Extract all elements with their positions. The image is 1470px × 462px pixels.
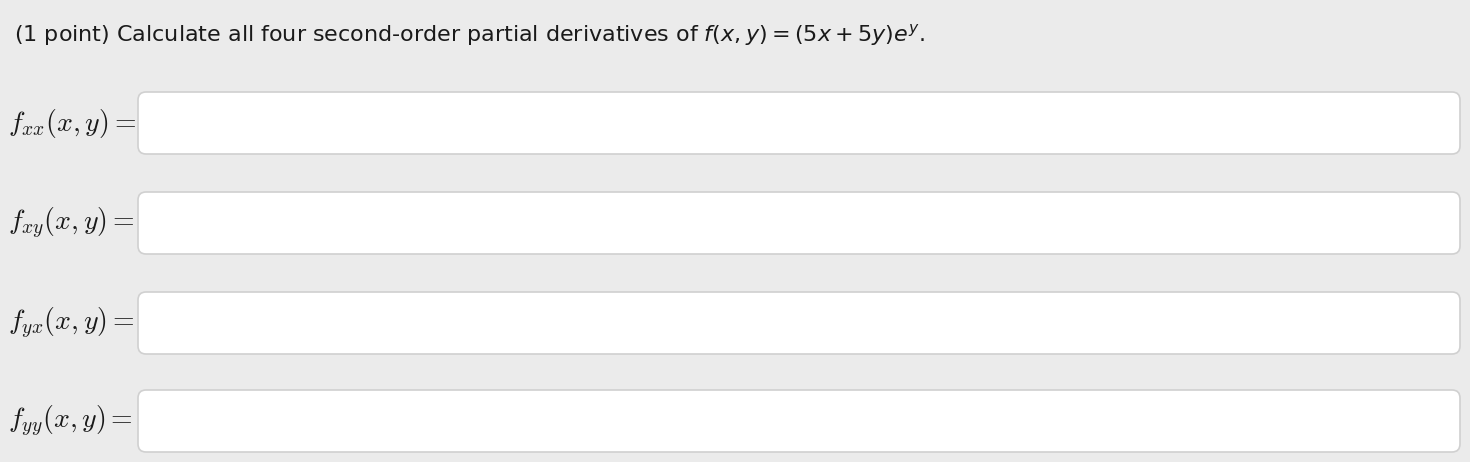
Text: $f_{xx}(x, y) =$: $f_{xx}(x, y) =$ — [7, 107, 137, 140]
FancyBboxPatch shape — [138, 292, 1460, 354]
FancyBboxPatch shape — [138, 390, 1460, 452]
FancyBboxPatch shape — [138, 192, 1460, 254]
FancyBboxPatch shape — [138, 92, 1460, 154]
Text: $f_{yx}(x, y) =$: $f_{yx}(x, y) =$ — [7, 305, 134, 340]
Text: $f_{yy}(x, y) =$: $f_{yy}(x, y) =$ — [7, 403, 132, 438]
Text: (1 point) Calculate all four second-order partial derivatives of $f(x, y) = (5x : (1 point) Calculate all four second-orde… — [15, 22, 925, 48]
Text: $f_{xy}(x, y) =$: $f_{xy}(x, y) =$ — [7, 206, 134, 241]
